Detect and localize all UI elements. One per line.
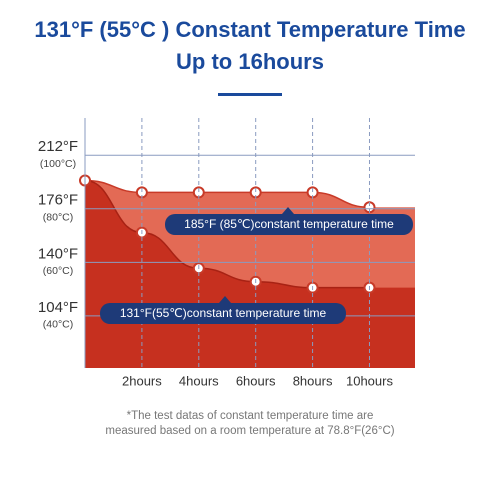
legend-box <box>165 214 413 235</box>
y-tick-sublabel: (100°C) <box>40 158 76 170</box>
note: *The test datas of constant temperature … <box>127 410 374 422</box>
y-tick-label: 212°F <box>38 138 78 155</box>
y-tick-sublabel: (80°C) <box>43 212 73 224</box>
y-tick-label: 176°F <box>38 192 78 209</box>
x-tick-label: 10hours <box>346 373 393 388</box>
x-tick-label: 6hours <box>236 373 276 388</box>
note: measured based on a room temperature at … <box>105 425 394 437</box>
chart-subtitle: Up to 16hours <box>176 49 324 74</box>
line <box>84 179 370 209</box>
legend-box <box>100 303 346 324</box>
legend-label: 131°F(55℃)constant temperature time <box>120 306 327 320</box>
x-tick-label: 4hours <box>179 373 219 388</box>
legend-pointer <box>282 207 294 214</box>
legend-label: 185°F (85℃)constant temperature time <box>184 217 394 231</box>
legend-pointer <box>219 296 231 303</box>
x-tick-label: 2hours <box>122 373 162 388</box>
y-tick-label: 140°F <box>38 245 78 262</box>
y-tick-sublabel: (40°C) <box>43 319 73 331</box>
x-tick-label: 8hours <box>293 373 333 388</box>
chart-title: 131°F (55°C ) Constant Temperature Time <box>34 17 465 42</box>
y-tick-sublabel: (60°C) <box>43 265 73 277</box>
title-underline <box>218 93 282 96</box>
y-tick-label: 104°F <box>38 299 78 316</box>
